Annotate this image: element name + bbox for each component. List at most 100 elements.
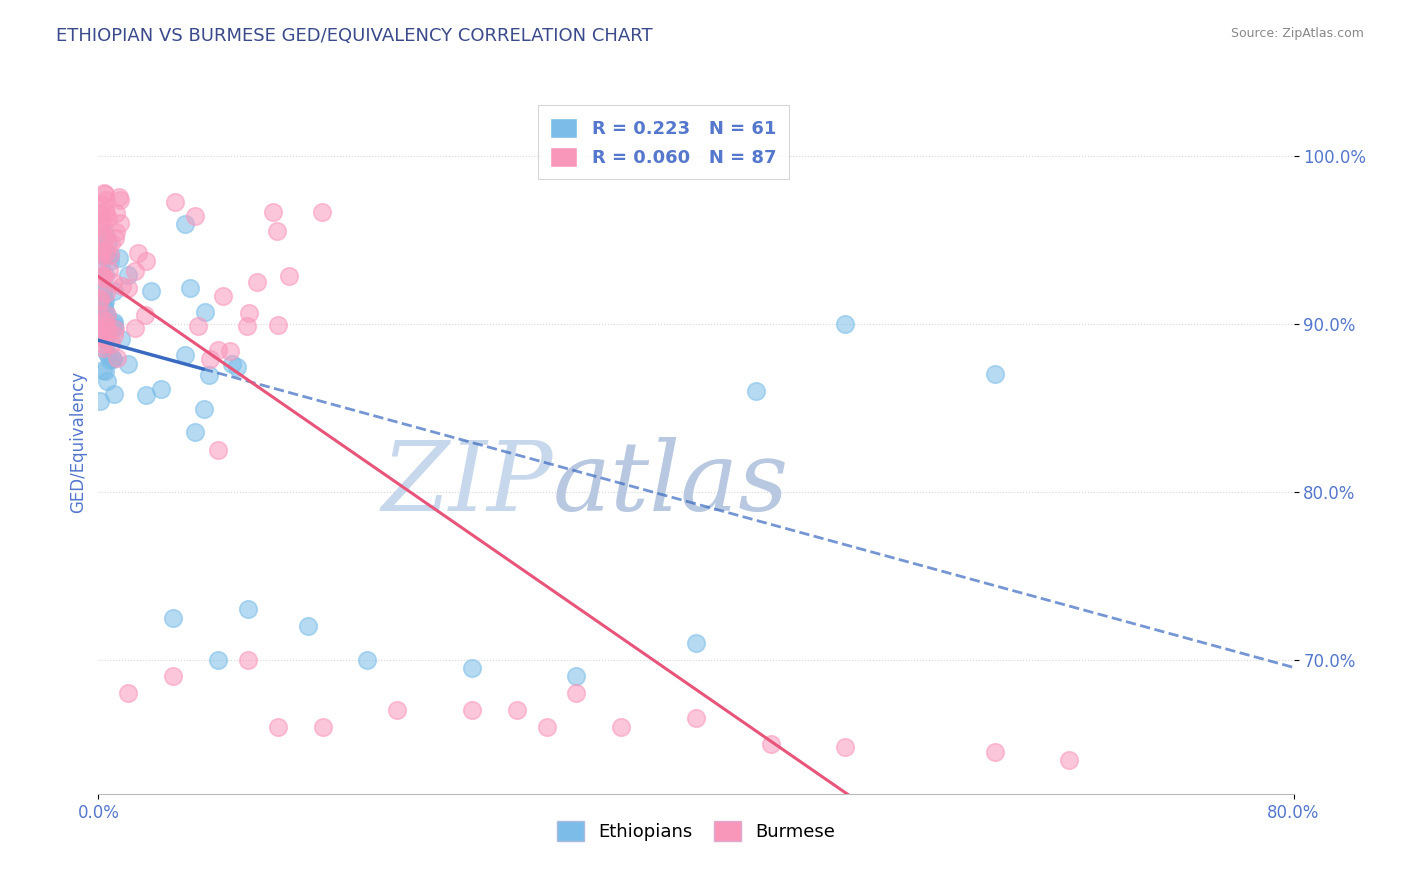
Point (90, 244, 112, 259)
Point (536, 720, 558, 734)
Point (184, 425, 207, 439)
Point (96, 333, 118, 347)
Point (90, 298, 112, 312)
Point (103, 320, 125, 334)
Point (236, 653, 259, 667)
Point (162, 669, 184, 683)
Text: atlas: atlas (553, 437, 789, 531)
Point (194, 305, 217, 319)
Point (93, 363, 115, 377)
Point (685, 636, 707, 650)
Point (124, 320, 146, 334)
Point (139, 284, 162, 298)
Point (94, 204, 117, 219)
Point (685, 711, 707, 725)
Point (91, 244, 114, 259)
Point (98, 248, 121, 262)
Point (207, 442, 229, 457)
Point (90, 293, 112, 308)
Point (111, 278, 134, 293)
Point (96, 309, 118, 323)
Point (90, 230, 112, 244)
Point (117, 686, 139, 700)
Point (187, 319, 209, 334)
Point (219, 343, 242, 358)
Point (834, 317, 856, 331)
Point (198, 351, 221, 366)
Point (834, 739, 856, 754)
Point (89, 247, 111, 261)
Point (110, 193, 132, 207)
Point (565, 686, 588, 700)
Point (174, 218, 197, 232)
Point (90, 268, 112, 283)
Point (162, 611, 184, 625)
Point (759, 737, 782, 751)
Point (94, 303, 117, 318)
Point (266, 223, 288, 237)
Point (135, 388, 157, 402)
Point (117, 268, 139, 283)
Point (89, 216, 111, 230)
Point (197, 368, 219, 382)
Legend: Ethiopians, Burmese: Ethiopians, Burmese (550, 814, 842, 848)
Point (246, 275, 269, 289)
Point (105, 351, 128, 365)
Point (94, 268, 117, 283)
Point (91, 331, 114, 345)
Point (124, 264, 146, 278)
Point (91, 268, 114, 283)
Point (103, 387, 125, 401)
Point (461, 661, 484, 675)
Point (89, 294, 111, 309)
Point (94, 294, 117, 309)
Point (212, 289, 235, 303)
Point (91, 271, 114, 285)
Point (108, 189, 131, 203)
Point (565, 669, 588, 683)
Point (101, 275, 124, 289)
Point (207, 343, 229, 357)
Point (98, 254, 121, 268)
Point (105, 206, 128, 220)
Point (90, 257, 112, 271)
Point (90, 222, 112, 236)
Point (93, 301, 115, 316)
Point (193, 401, 215, 416)
Point (745, 384, 768, 399)
Point (103, 317, 125, 331)
Point (226, 359, 249, 374)
Point (506, 703, 529, 717)
Point (89, 329, 111, 343)
Point (110, 333, 132, 347)
Point (90, 328, 112, 343)
Point (94, 227, 117, 242)
Point (89, 217, 111, 231)
Point (98, 263, 121, 277)
Point (267, 720, 290, 734)
Point (89, 308, 111, 322)
Point (984, 368, 1007, 382)
Point (461, 703, 484, 717)
Point (103, 315, 125, 329)
Point (127, 246, 149, 260)
Point (207, 653, 229, 667)
Point (100, 235, 122, 250)
Point (97, 324, 120, 338)
Point (103, 284, 125, 298)
Point (89, 291, 111, 305)
Point (91, 285, 114, 299)
Point (94, 314, 117, 328)
Point (108, 251, 131, 265)
Point (96, 346, 118, 360)
Point (266, 318, 288, 333)
Point (89, 207, 111, 221)
Point (90, 198, 112, 212)
Point (97, 235, 120, 249)
Text: Source: ZipAtlas.com: Source: ZipAtlas.com (1230, 27, 1364, 40)
Point (94, 186, 117, 201)
Point (93, 341, 115, 355)
Point (236, 319, 259, 334)
Point (238, 306, 260, 320)
Point (94, 194, 117, 208)
